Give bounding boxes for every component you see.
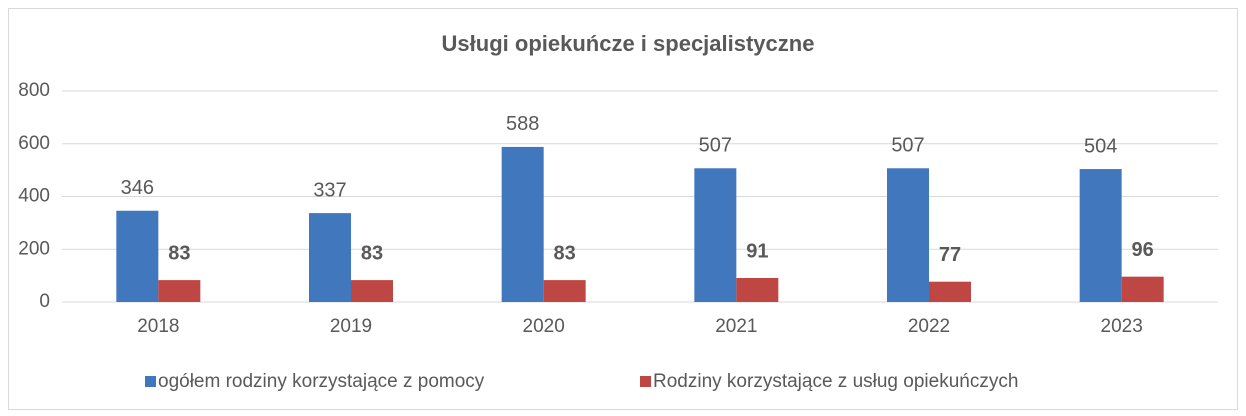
legend-label: Rodziny korzystające z usług opiekuńczyc…	[653, 371, 1018, 392]
legend-swatch	[145, 376, 156, 387]
bar	[929, 281, 971, 302]
bar	[736, 277, 779, 302]
y-tick-label: 800	[18, 80, 50, 101]
data-label: 337	[313, 179, 346, 201]
data-label: 77	[939, 244, 961, 266]
data-label: 83	[554, 242, 576, 264]
x-tick-label: 2022	[908, 316, 950, 337]
bar	[1079, 169, 1122, 302]
chart-title: Usługi opiekuńcze i specjalistyczne	[442, 31, 815, 56]
data-label: 588	[506, 113, 539, 135]
data-label: 91	[746, 240, 768, 262]
x-tick-label: 2018	[137, 316, 179, 337]
bar	[158, 280, 201, 302]
data-label: 96	[1132, 239, 1154, 261]
x-tick-label: 2023	[1101, 316, 1143, 337]
bar	[1121, 276, 1164, 302]
data-label: 346	[121, 177, 154, 199]
data-label: 507	[891, 135, 924, 157]
data-label: 507	[699, 135, 732, 157]
data-label: 83	[361, 242, 383, 264]
y-tick-label: 400	[18, 186, 50, 207]
x-tick-label: 2020	[523, 316, 565, 337]
data-label: 83	[168, 242, 190, 264]
bar	[543, 280, 586, 302]
bar	[694, 168, 737, 302]
bar	[116, 210, 159, 302]
x-tick-label: 2021	[715, 316, 757, 337]
chart-frame	[8, 8, 1238, 410]
data-label: 504	[1084, 135, 1117, 157]
legend-swatch	[640, 376, 651, 387]
bar	[309, 213, 351, 302]
legend-label: ogółem rodziny korzystające z pomocy	[158, 371, 485, 392]
bar	[887, 168, 929, 302]
y-tick-label: 200	[18, 238, 50, 259]
x-tick-label: 2019	[330, 316, 372, 337]
y-tick-label: 600	[18, 133, 50, 154]
bar	[501, 146, 544, 302]
y-tick-label: 0	[39, 291, 50, 312]
bar	[351, 280, 393, 302]
